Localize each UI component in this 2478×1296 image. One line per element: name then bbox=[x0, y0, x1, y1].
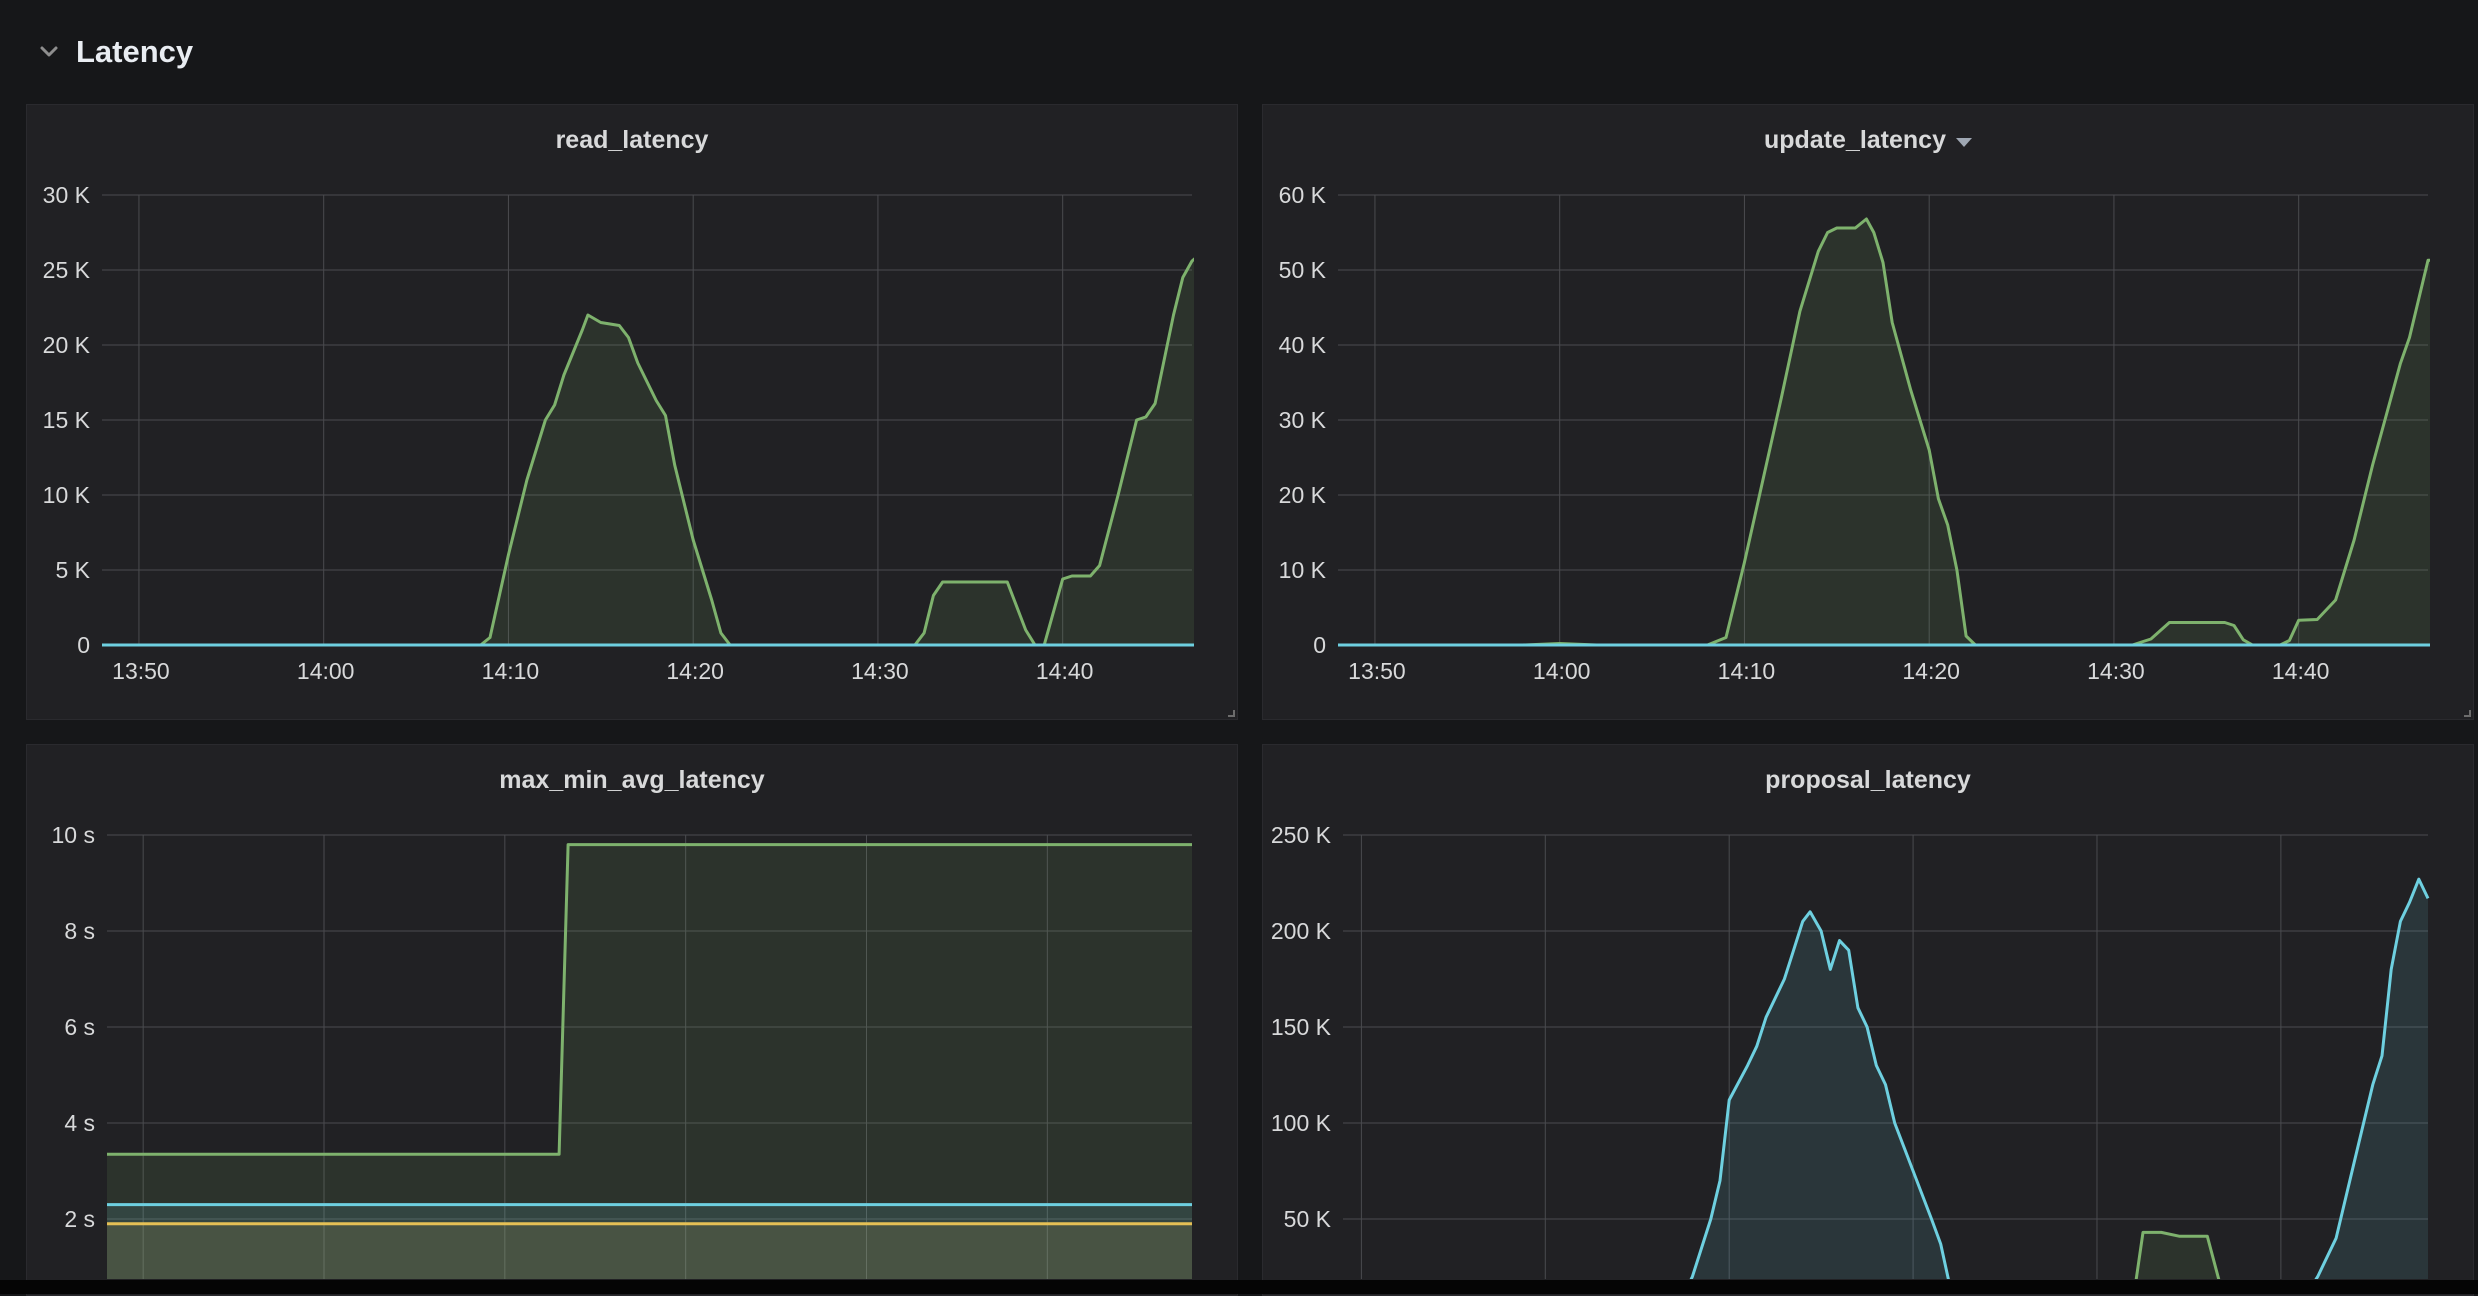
panel-title[interactable]: max_min_avg_latency bbox=[27, 745, 1237, 815]
y-tick-label: 0 bbox=[1313, 632, 1326, 658]
read-latency-chart: 0 5 K 10 K 15 K 20 K 25 K 30 K 13:50 14:00 14:10 1… bbox=[43, 182, 1194, 684]
x-tick-label: 14:10 bbox=[1718, 658, 1776, 684]
row-title[interactable]: Latency bbox=[76, 34, 194, 69]
y-tick-label: 20 K bbox=[1279, 482, 1327, 508]
y-tick-label: 4 s bbox=[64, 1110, 95, 1136]
panel-proposal-latency: proposal_latency 50 K 100 K 150 K 200 K 250 … bbox=[1262, 744, 2474, 1296]
x-tick-label: 14:10 bbox=[482, 658, 540, 684]
y-tick-label: 200 K bbox=[1271, 918, 1332, 944]
series-area bbox=[107, 844, 1192, 1279]
y-tick-label: 15 K bbox=[43, 407, 91, 433]
panel-title[interactable]: proposal_latency bbox=[1263, 745, 2473, 815]
x-tick-label: 14:20 bbox=[1902, 658, 1960, 684]
y-tick-label: 20 K bbox=[43, 332, 91, 358]
y-tick-label: 50 K bbox=[1284, 1206, 1332, 1232]
y-tick-label: 2 s bbox=[64, 1206, 95, 1232]
y-tick-label: 100 K bbox=[1271, 1110, 1332, 1136]
y-tick-label: 10 K bbox=[43, 482, 91, 508]
panel-title-text[interactable]: proposal_latency bbox=[1765, 765, 1971, 794]
resize-handle-icon[interactable] bbox=[1225, 707, 1235, 717]
x-tick-label: 14:30 bbox=[2087, 658, 2145, 684]
series-area bbox=[102, 259, 1194, 645]
panel-title-text[interactable]: max_min_avg_latency bbox=[499, 765, 765, 794]
x-tick-label: 14:00 bbox=[1533, 658, 1591, 684]
x-tick-label: 14:40 bbox=[1036, 658, 1094, 684]
row-header-latency[interactable]: Latency bbox=[36, 28, 193, 76]
y-tick-label: 25 K bbox=[43, 257, 91, 283]
y-tick-label: 50 K bbox=[1279, 257, 1327, 283]
series-line[interactable] bbox=[1338, 217, 2447, 647]
resize-handle-icon[interactable] bbox=[2461, 707, 2471, 717]
panel-title-text[interactable]: read_latency bbox=[555, 125, 709, 154]
panel-title[interactable]: update_latency bbox=[1263, 105, 2473, 175]
y-tick-label: 10 s bbox=[52, 822, 95, 848]
x-tick-label: 14:20 bbox=[666, 658, 724, 684]
series-line[interactable] bbox=[1343, 877, 2430, 1295]
x-tick-label: 13:50 bbox=[112, 658, 170, 684]
series-area bbox=[107, 1223, 1192, 1279]
x-tick-label: 14:30 bbox=[851, 658, 909, 684]
series-area bbox=[1691, 879, 2428, 1279]
y-tick-label: 30 K bbox=[43, 182, 91, 208]
panel-menu-caret-icon[interactable] bbox=[1956, 137, 1972, 147]
x-tick-label: 13:50 bbox=[1348, 658, 1406, 684]
y-tick-label: 8 s bbox=[64, 918, 95, 944]
x-tick-label: 14:00 bbox=[297, 658, 355, 684]
y-tick-label: 6 s bbox=[64, 1014, 95, 1040]
panel-update-latency: update_latency 0 10 K 20 K 30 K 40 K 50 K 60 K… bbox=[1262, 104, 2474, 720]
y-tick-label: 0 bbox=[77, 632, 90, 658]
y-tick-label: 10 K bbox=[1279, 557, 1327, 583]
panel-title[interactable]: read_latency bbox=[27, 105, 1237, 175]
panel-max-min-avg-latency: max_min_avg_latency 2 s 4 s 6 s 8 s 10 s bbox=[26, 744, 1238, 1296]
bottom-bar bbox=[0, 1280, 2478, 1294]
x-tick-label: 14:40 bbox=[2272, 658, 2330, 684]
panel-read-latency: read_latency 0 5 K 10 K 15 K 20 K 25 K 30 K 13:… bbox=[26, 104, 1238, 720]
series-line[interactable] bbox=[1343, 1230, 2428, 1295]
series-area bbox=[2136, 1232, 2219, 1279]
y-tick-label: 60 K bbox=[1279, 182, 1327, 208]
proposal-latency-chart: 50 K 100 K 150 K 200 K 250 K bbox=[1271, 822, 2430, 1295]
y-tick-label: 5 K bbox=[55, 557, 90, 583]
series-area bbox=[1338, 219, 2430, 645]
y-tick-label: 30 K bbox=[1279, 407, 1327, 433]
panel-title-text[interactable]: update_latency bbox=[1763, 125, 1946, 154]
update-latency-chart: 0 10 K 20 K 30 K 40 K 50 K 60 K 13:50 14:00 14:10… bbox=[1279, 182, 2447, 684]
y-tick-label: 40 K bbox=[1279, 332, 1327, 358]
chevron-down-icon[interactable] bbox=[36, 39, 62, 65]
max-min-avg-latency-chart: 2 s 4 s 6 s 8 s 10 s bbox=[52, 822, 1192, 1279]
series-line[interactable] bbox=[107, 843, 1192, 1156]
y-tick-label: 250 K bbox=[1271, 822, 1332, 848]
y-tick-label: 150 K bbox=[1271, 1014, 1332, 1040]
